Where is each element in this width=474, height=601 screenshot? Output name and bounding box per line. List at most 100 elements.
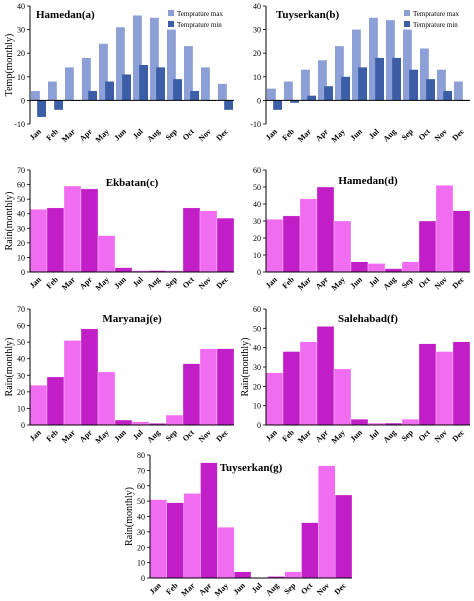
x-tick-label: Jun xyxy=(348,275,364,291)
bar-min-oct xyxy=(190,90,200,101)
chart-panel-3: 0 10 20 30 40 50 60 70 Jan Feb Mar Apr May Jun Jul Aug S… xyxy=(4,166,235,292)
y-tick-label: 10 xyxy=(17,253,25,262)
bar-max-may xyxy=(98,43,108,101)
bar-min-sep xyxy=(173,79,183,101)
bar-jan xyxy=(265,372,284,426)
bar-min-jul xyxy=(375,57,385,101)
bar-dec xyxy=(216,348,235,426)
y-tick-label: 20 xyxy=(17,49,25,58)
x-tick-label: Apr xyxy=(314,275,330,291)
bar-feb xyxy=(166,502,184,579)
y-tick-label: 10 xyxy=(253,73,261,82)
x-tick-label: Jan xyxy=(28,275,44,291)
bar-max-mar xyxy=(300,69,310,101)
x-tick-label: Jan xyxy=(264,275,280,291)
x-tick-label: Jul xyxy=(367,428,381,442)
y-tick-label: 30 xyxy=(17,26,25,35)
x-tick-label: Feb xyxy=(280,428,296,444)
x-tick-label: Apr xyxy=(197,581,213,597)
x-tick-label: Oct xyxy=(181,428,196,443)
bar-nov xyxy=(199,210,218,273)
chart-panel-6: 0 10 20 30 40 50 60 Jan Feb Mar Apr May Jun Jul Aug Sep… xyxy=(240,305,471,445)
bar-sep xyxy=(401,261,420,273)
x-tick-label: Apr xyxy=(314,428,330,444)
bar-apr xyxy=(316,326,335,426)
x-tick-label: May xyxy=(213,581,230,598)
chart-title: Salehabad(f) xyxy=(338,313,398,325)
x-tick-label: Jun xyxy=(348,428,364,444)
bar-jun xyxy=(114,419,133,426)
y-tick-label: 60 xyxy=(253,305,261,314)
bar-jan xyxy=(29,209,48,273)
x-tick-label: Mar xyxy=(60,275,77,292)
y-tick-label: 60 xyxy=(137,482,145,491)
y-tick-label: 0 xyxy=(21,96,25,105)
bar-feb xyxy=(282,351,301,426)
y-tick-label: 20 xyxy=(137,543,145,552)
bar-max-apr xyxy=(317,60,327,101)
y-tick-label: 60 xyxy=(17,322,25,331)
bar-sep xyxy=(401,419,420,426)
x-tick-label: Jul xyxy=(367,275,381,289)
bar-may xyxy=(333,368,352,426)
bar-may xyxy=(333,220,352,273)
bar-may xyxy=(97,371,116,426)
y-tick-label: 30 xyxy=(253,363,261,372)
x-tick-label: Mar xyxy=(60,428,77,445)
y-tick-label: 0 xyxy=(257,268,261,277)
y-tick-label: 70 xyxy=(17,166,25,175)
bar-max-dec xyxy=(453,81,463,101)
x-tick-label: Sep xyxy=(164,275,180,291)
bar-may xyxy=(97,235,116,273)
x-tick-label: Oct xyxy=(417,428,432,443)
bar-feb xyxy=(46,207,65,273)
x-tick-label: Dec xyxy=(214,275,230,291)
y-tick-label: 40 xyxy=(253,344,261,353)
bar-max-aug xyxy=(149,17,159,101)
bar-max-jul xyxy=(132,15,142,101)
x-tick-label: Jun xyxy=(348,127,364,143)
y-tick-label: 60 xyxy=(17,181,25,190)
bar-mar xyxy=(63,340,82,426)
bar-jun xyxy=(350,419,369,426)
x-tick-label: Feb xyxy=(280,127,296,143)
x-tick-label: Nov xyxy=(433,127,449,143)
bar-min-aug xyxy=(392,57,402,101)
chart-title: Hamedan(a) xyxy=(36,9,95,21)
y-tick-label: 50 xyxy=(17,195,25,204)
x-tick-label: Feb xyxy=(164,581,180,597)
x-tick-label: Jun xyxy=(112,428,128,444)
bar-mar xyxy=(299,341,318,426)
bar-jun xyxy=(114,267,133,273)
x-tick-label: Aug xyxy=(145,127,161,143)
bar-oct xyxy=(182,207,201,273)
bar-feb xyxy=(282,215,301,273)
legend-label-min: Temprature min xyxy=(177,21,222,29)
x-tick-label: Aug xyxy=(381,275,397,291)
y-axis-label: Rain(monthly) xyxy=(4,338,15,397)
y-tick-label: 30 xyxy=(17,224,25,233)
x-tick-label: Jan xyxy=(264,428,280,444)
bar-nov xyxy=(318,465,336,579)
x-tick-label: Mar xyxy=(179,581,196,598)
y-tick-label: -10 xyxy=(14,120,25,129)
y-tick-label: 0 xyxy=(257,421,261,430)
y-tick-label: 0 xyxy=(21,268,25,277)
bar-apr xyxy=(80,328,99,426)
bar-jun xyxy=(234,571,252,579)
chart-title: Maryanaj(e) xyxy=(102,313,162,325)
x-tick-label: Sep xyxy=(164,428,180,444)
legend-label-min: Temprature min xyxy=(413,21,458,29)
x-tick-label: Feb xyxy=(44,428,60,444)
chart-title: Ekbatan(c) xyxy=(106,177,159,189)
x-tick-label: Nov xyxy=(197,127,213,143)
x-tick-label: Oct xyxy=(417,275,432,290)
bar-max-sep xyxy=(166,29,176,101)
y-tick-label: 10 xyxy=(17,404,25,413)
x-tick-label: Sep xyxy=(164,127,180,143)
y-tick-label: 20 xyxy=(253,49,261,58)
legend-swatch-max xyxy=(404,10,410,16)
x-tick-label: Jan xyxy=(28,428,44,444)
bar-max-mar xyxy=(64,67,74,101)
